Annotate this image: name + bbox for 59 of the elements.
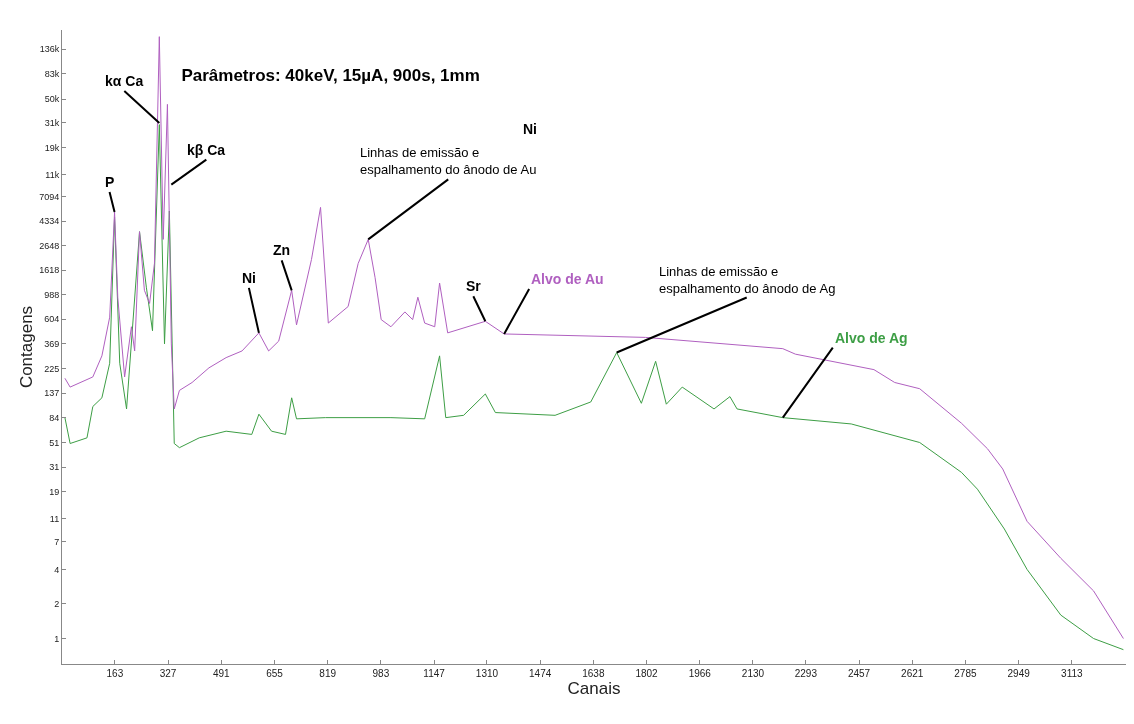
annotation: Linhas de emissão e espalhamento do ânodo de Ag xyxy=(659,264,836,296)
annotation: Ni xyxy=(242,270,256,286)
x-tick-label: 1310 xyxy=(475,668,499,679)
y-tick-label: 11 xyxy=(49,514,60,525)
text: Ni xyxy=(523,121,537,137)
y-tick-label: 50k xyxy=(44,94,60,105)
x-tick-label: 163 xyxy=(106,668,124,679)
annotation: kα Ca xyxy=(105,73,144,89)
annotation: Zn xyxy=(273,242,291,258)
annotation: Sr xyxy=(466,278,482,294)
x-tick-label: 2293 xyxy=(794,668,818,679)
y-tick-label: 137 xyxy=(44,388,60,399)
y-axis-title: Contagens xyxy=(16,305,36,389)
y-tick-label: 1 xyxy=(54,633,60,644)
x-axis-title: Canais xyxy=(567,679,621,699)
x-tick-label: 1474 xyxy=(529,668,552,679)
y-tick-label: 19 xyxy=(49,486,60,497)
x-tick-label: 983 xyxy=(372,668,390,679)
x-tick-label: 1638 xyxy=(582,668,605,679)
y-tick-label: 4334 xyxy=(39,216,60,227)
line-series xyxy=(64,124,1124,651)
text: Parâmetros: 40keV, 15µA, 900s, 1mm xyxy=(181,65,480,85)
y-tick-label: 988 xyxy=(44,289,60,300)
y-tick-label: 225 xyxy=(44,363,60,374)
y-tick-label: 7094 xyxy=(39,191,60,202)
text: Alvo de Ag xyxy=(835,330,908,346)
y-tick-label: 51 xyxy=(49,437,60,448)
y-tick-label: 2648 xyxy=(39,240,60,251)
x-tick-label: 2621 xyxy=(901,668,924,679)
x-tick-label: 1147 xyxy=(423,668,446,679)
y-tick-label: 31k xyxy=(44,118,60,129)
y-tick-label: 84 xyxy=(49,412,60,423)
y-tick-label: 604 xyxy=(44,314,60,325)
x-tick-label: 1802 xyxy=(635,668,659,679)
annotation: kβ Ca xyxy=(187,142,226,158)
y-tick-label: 2 xyxy=(54,599,60,610)
y-tick-label: 19k xyxy=(44,142,60,153)
y-tick-label: 31 xyxy=(49,462,60,473)
x-tick-label: 655 xyxy=(266,668,284,679)
y-tick-label: 4 xyxy=(54,564,60,575)
y-tick-label: 369 xyxy=(44,339,60,349)
line-series xyxy=(64,36,1124,640)
annotation: Linhas de emissão e espalhamento do ânodo de Au xyxy=(360,145,537,177)
x-tick-label: 3113 xyxy=(1061,668,1084,679)
x-tick-label: 1966 xyxy=(688,668,712,679)
x-tick-label: 2785 xyxy=(954,668,977,679)
y-tick-label: 83k xyxy=(44,69,60,79)
x-tick-label: 327 xyxy=(159,668,177,679)
x-tick-label: 2949 xyxy=(1007,668,1031,679)
x-tick-label: 2130 xyxy=(741,668,765,679)
y-tick-label: 136k xyxy=(39,44,60,55)
x-tick-label: 491 xyxy=(212,668,231,679)
text: Alvo de Au xyxy=(531,271,604,287)
y-tick-label: 1618 xyxy=(39,265,60,276)
y-tick-label: 7 xyxy=(54,536,60,547)
x-tick-label: 819 xyxy=(319,668,337,679)
x-tick-label: 2457 xyxy=(847,668,871,679)
y-tick-label: 11k xyxy=(45,169,60,180)
annotation: P xyxy=(105,174,115,190)
